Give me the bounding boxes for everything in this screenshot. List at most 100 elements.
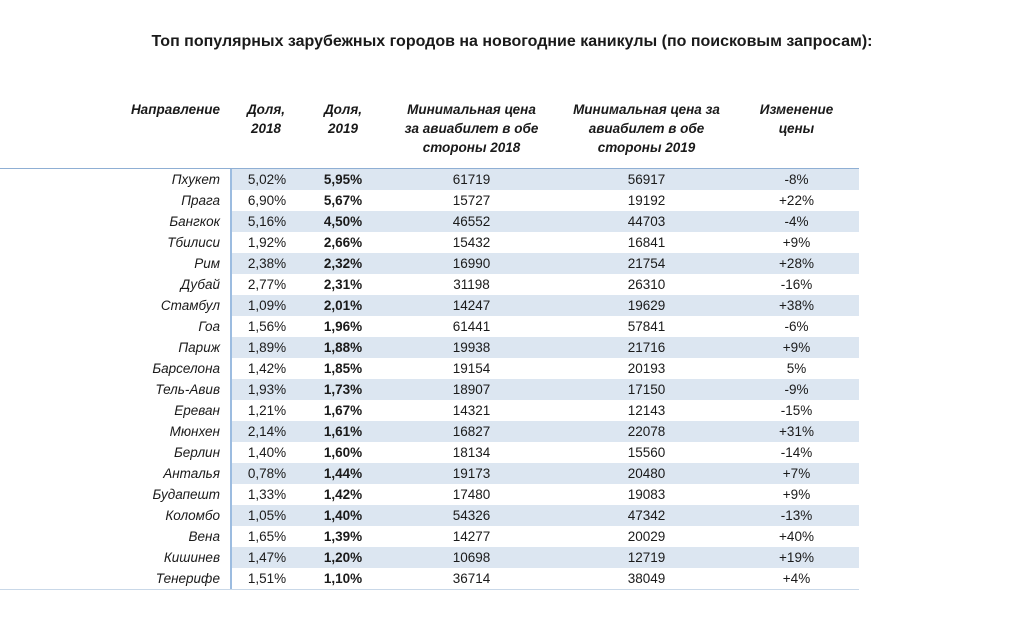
min-price-2018-cell: 54326 [384,505,559,526]
min-price-2018-cell: 14277 [452,529,491,544]
min-price-2019-cell: 38049 [627,571,666,586]
price-change-cell: -14% [780,445,813,460]
column-header-min-price-2019: Минимальная цена за авиабилет в обе стор… [573,102,720,155]
destination-cell: Рим [194,256,220,271]
table-row: Дубай 2,77% 2,31% 31198 26310 -16% [0,274,859,295]
price-change-cell: -16% [780,277,813,292]
table-row: Тель-Авив 1,93% 1,73% 18907 17150 -9% [0,379,859,400]
table-row: Прага 6,90% 5,67% 15727 19192 +22% [0,190,859,211]
share-2019-cell: 1,85% [323,361,363,376]
min-price-2019-cell: 19192 [627,193,666,208]
destination-cell: Будапешт [152,487,220,502]
min-price-2019-cell: 16841 [627,235,666,250]
price-change-cell: +9% [734,337,859,358]
table-row: Мюнхен 2,14% 1,61% 16827 22078 +31% [0,421,859,442]
price-change-cell: +19% [734,547,859,568]
min-price-2019-cell: 17150 [559,379,734,400]
table-row: Пхукет 5,02% 5,95% 61719 56917 -8% [0,169,859,190]
price-change-cell: +38% [734,295,859,316]
min-price-2018-cell: 36714 [452,571,491,586]
min-price-2018-cell: 19173 [384,463,559,484]
share-2018-cell: 1,51% [230,568,302,589]
table-header-row: Направление Доля, 2018 Доля, 2019 Минима… [0,100,859,168]
min-price-2019-cell: 44703 [559,211,734,232]
column-header-price-change: Изменение цены [759,102,834,136]
share-2019-cell: 1,60% [323,445,363,460]
min-price-2018-cell: 18134 [452,445,491,460]
destination-cell: Анталья [163,466,220,481]
min-price-2019-cell: 15560 [627,445,666,460]
table-row: Кишинев 1,47% 1,20% 10698 12719 +19% [0,547,859,568]
table-row: Париж 1,89% 1,88% 19938 21716 +9% [0,337,859,358]
min-price-2018-cell: 10698 [384,547,559,568]
min-price-2018-cell: 19938 [384,337,559,358]
min-price-2018-cell: 15432 [452,235,491,250]
price-change-cell: -8% [734,169,859,190]
destination-cell: Вена [188,529,220,544]
share-2018-cell: 0,78% [230,463,302,484]
destination-cell: Гоа [198,319,220,334]
share-2019-cell: 1,39% [323,529,363,544]
price-change-cell: +9% [782,487,811,502]
table-row: Тбилиси 1,92% 2,66% 15432 16841 +9% [0,232,859,253]
min-price-2018-cell: 31198 [453,277,490,292]
price-change-cell: +9% [782,235,811,250]
destination-cell: Париж [178,340,220,355]
destination-cell: Тенерифе [155,571,220,586]
page-title: Топ популярных зарубежных городов на нов… [151,33,873,50]
price-change-cell: 5% [786,361,807,376]
table-row: Рим 2,38% 2,32% 16990 21754 +28% [0,253,859,274]
share-2019-cell: 2,32% [302,253,384,274]
price-change-cell: -6% [784,319,809,334]
share-2018-cell: 1,40% [230,442,302,463]
table-row: Тенерифе 1,51% 1,10% 36714 38049 +4% [0,568,859,589]
share-2019-cell: 1,73% [302,379,384,400]
table-row: Анталья 0,78% 1,44% 19173 20480 +7% [0,463,859,484]
destination-cell: Берлин [173,445,220,460]
destination-cell: Коломбо [165,508,220,523]
share-2018-cell: 5,02% [230,169,302,190]
share-2018-cell: 1,65% [230,526,302,547]
price-change-cell: +22% [779,193,814,208]
share-2019-cell: 1,44% [302,463,384,484]
price-change-cell: -13% [734,505,859,526]
share-2018-cell: 5,16% [230,211,302,232]
min-price-2018-cell: 61441 [452,319,491,334]
share-2018-cell: 1,92% [230,232,302,253]
destination-cell: Дубай [180,277,220,292]
price-change-cell: +28% [734,253,859,274]
share-2019-cell: 5,95% [302,169,384,190]
share-2019-cell: 5,67% [323,193,363,208]
share-2019-cell: 2,66% [323,235,363,250]
table-row: Стамбул 1,09% 2,01% 14247 19629 +38% [0,295,859,316]
column-header-min-price-2018: Минимальная цена за авиабилет в обе стор… [404,102,539,155]
destination-cell: Тбилиси [167,235,220,250]
min-price-2019-cell: 20480 [559,463,734,484]
min-price-2019-cell: 19083 [627,487,666,502]
share-2019-cell: 1,67% [323,403,363,418]
share-2018-cell: 1,05% [230,505,302,526]
share-2018-cell: 1,47% [230,547,302,568]
share-2018-cell: 2,14% [230,421,302,442]
min-price-2019-cell: 21754 [559,253,734,274]
share-2018-cell: 1,09% [230,295,302,316]
table-row: Барселона 1,42% 1,85% 19154 20193 5% [0,358,859,379]
destinations-table: Направление Доля, 2018 Доля, 2019 Минима… [0,100,859,590]
min-price-2018-cell: 61719 [384,169,559,190]
share-2019-cell: 1,42% [323,487,363,502]
share-2019-cell: 1,61% [302,421,384,442]
min-price-2019-cell: 26310 [627,277,666,292]
share-2018-cell: 1,33% [230,484,302,505]
price-change-cell: +4% [782,571,811,586]
min-price-2019-cell: 12143 [627,403,666,418]
min-price-2019-cell: 12719 [559,547,734,568]
share-2018-cell: 6,90% [230,190,302,211]
destination-cell: Тель-Авив [155,382,220,397]
share-2019-cell: 4,50% [302,211,384,232]
destination-cell: Мюнхен [169,424,220,439]
destination-cell: Кишинев [163,550,220,565]
min-price-2019-cell: 20029 [627,529,666,544]
destination-cell: Стамбул [160,298,220,313]
share-2019-cell: 1,40% [302,505,384,526]
min-price-2018-cell: 16990 [384,253,559,274]
